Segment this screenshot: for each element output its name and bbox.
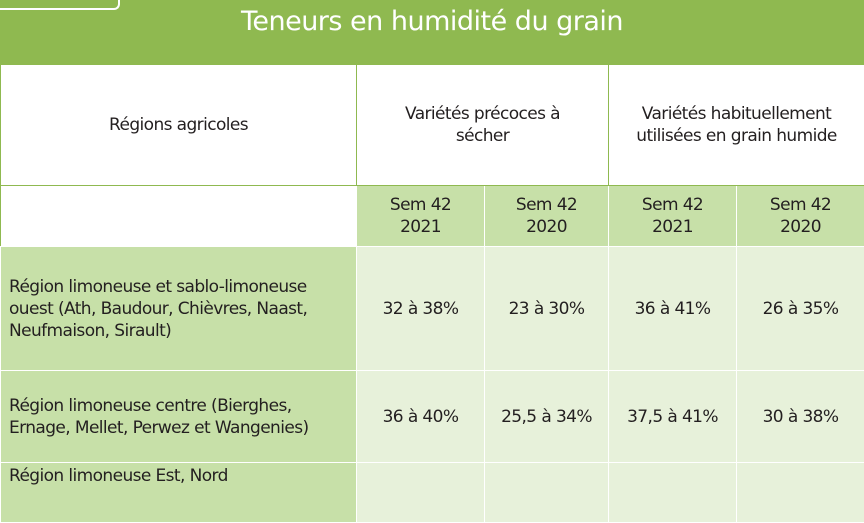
row-value: 25,5 à 34% bbox=[485, 371, 609, 463]
subheader-col-1-label: Sem 42 2021 bbox=[357, 194, 484, 238]
header-regions: Régions agricoles bbox=[1, 65, 357, 186]
table-title: Teneurs en humidité du grain bbox=[0, 2, 864, 42]
row-region: Région limoneuse centre (Bierghes, Ernag… bbox=[1, 371, 357, 463]
row-value bbox=[485, 463, 609, 523]
row-value bbox=[609, 463, 737, 523]
row-value: 30 à 38% bbox=[737, 371, 864, 463]
subheader-col-2-label: Sem 42 2020 bbox=[485, 194, 608, 238]
subheader-empty bbox=[1, 186, 357, 247]
header-humid-varieties-label: Variétés habituellement utilisées en gra… bbox=[609, 103, 864, 147]
row-region: Région limoneuse Est, Nord bbox=[1, 463, 357, 523]
table-row: Région limoneuse Est, Nord bbox=[1, 463, 864, 523]
subheader-col-3-label: Sem 42 2021 bbox=[609, 194, 736, 238]
row-region: Région limoneuse et sablo-limoneuse oues… bbox=[1, 247, 357, 371]
header-humid-varieties: Variétés habituellement utilisées en gra… bbox=[609, 65, 864, 186]
table-row: Région limoneuse et sablo-limoneuse oues… bbox=[1, 247, 864, 371]
subheader-col-2: Sem 42 2020 bbox=[485, 186, 609, 247]
title-bar: Teneurs en humidité du grain bbox=[0, 0, 864, 64]
header-early-varieties-label: Variétés précoces à sécher bbox=[357, 103, 608, 147]
row-value bbox=[357, 463, 485, 523]
row-value: 37,5 à 41% bbox=[609, 371, 737, 463]
row-value bbox=[737, 463, 864, 523]
row-value: 36 à 40% bbox=[357, 371, 485, 463]
row-value: 32 à 38% bbox=[357, 247, 485, 371]
row-value: 26 à 35% bbox=[737, 247, 864, 371]
header-regions-label: Régions agricoles bbox=[109, 115, 248, 135]
header-early-varieties: Variétés précoces à sécher bbox=[357, 65, 609, 186]
row-value: 36 à 41% bbox=[609, 247, 737, 371]
moisture-table: Régions agricoles Variétés précoces à sé… bbox=[0, 64, 864, 523]
subheader-col-1: Sem 42 2021 bbox=[357, 186, 485, 247]
subheader-col-3: Sem 42 2021 bbox=[609, 186, 737, 247]
row-value: 23 à 30% bbox=[485, 247, 609, 371]
subheader-col-4: Sem 42 2020 bbox=[737, 186, 864, 247]
table-row: Région limoneuse centre (Bierghes, Ernag… bbox=[1, 371, 864, 463]
subheader-col-4-label: Sem 42 2020 bbox=[737, 194, 864, 238]
